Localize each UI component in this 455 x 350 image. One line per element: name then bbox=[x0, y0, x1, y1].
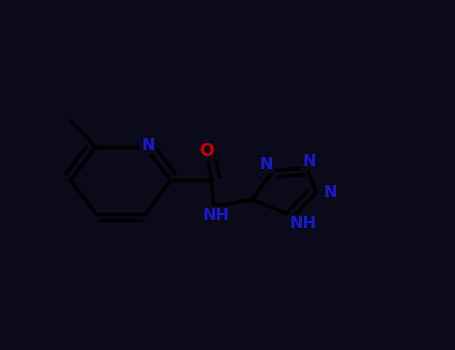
Text: N: N bbox=[141, 138, 155, 153]
Text: N: N bbox=[259, 157, 273, 172]
Text: N: N bbox=[303, 154, 316, 168]
Text: NH: NH bbox=[289, 216, 316, 231]
Text: NH: NH bbox=[202, 208, 230, 223]
Text: N: N bbox=[323, 185, 337, 200]
Text: O: O bbox=[199, 141, 213, 160]
